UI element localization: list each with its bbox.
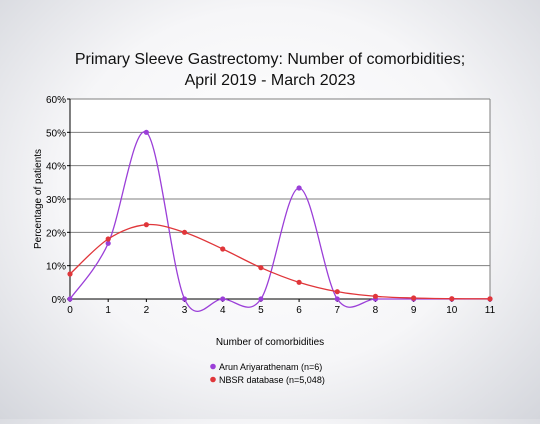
data-point-arun-ariyarathenam (143, 129, 149, 135)
x-tick-label: 8 (373, 305, 379, 316)
legend-marker (210, 376, 216, 383)
data-point-arun-ariyarathenam (105, 240, 111, 246)
legend-item-nbsr-database: NBSR database (n=5,048) (210, 375, 325, 385)
data-point-nbsr-database (334, 289, 340, 295)
y-tick-label: 60% (46, 95, 66, 106)
data-point-arun-ariyarathenam (220, 296, 226, 302)
data-point-nbsr-database (67, 271, 73, 277)
chart-title-line: Primary Sleeve Gastrectomy: Number of co… (75, 51, 465, 68)
legend-label: NBSR database (n=5,048) (219, 375, 325, 385)
x-tick-label: 2 (144, 305, 150, 316)
y-tick-label: 50% (46, 128, 66, 139)
x-axis-label: Number of comorbidities (216, 337, 324, 348)
x-tick-label: 6 (296, 305, 302, 316)
y-tick-label: 30% (46, 195, 66, 206)
chart-title-line: April 2019 - March 2023 (185, 72, 356, 89)
data-point-nbsr-database (105, 236, 111, 242)
x-tick-label: 0 (67, 305, 73, 316)
data-point-nbsr-database (449, 296, 455, 302)
x-tick-label: 4 (220, 305, 226, 316)
x-tick-label: 10 (446, 305, 458, 316)
data-point-arun-ariyarathenam (296, 185, 302, 191)
data-point-nbsr-database (181, 229, 188, 235)
y-tick-label: 20% (46, 228, 66, 239)
legend-marker (210, 363, 216, 370)
y-tick-label: 40% (46, 162, 66, 173)
x-tick-label: 5 (258, 305, 264, 316)
x-tick-label: 11 (485, 305, 496, 316)
data-point-arun-ariyarathenam (258, 296, 264, 302)
x-tick-label: 9 (411, 305, 417, 316)
data-point-nbsr-database (411, 295, 417, 301)
data-point-nbsr-database (143, 222, 149, 228)
data-point-nbsr-database (372, 293, 379, 299)
legend-label: Arun Ariyarathenam (n=6) (219, 362, 322, 372)
y-axis-label: Percentage of patients (33, 149, 44, 249)
data-point-nbsr-database (487, 296, 493, 302)
x-tick-label: 1 (105, 305, 111, 316)
data-point-nbsr-database (220, 246, 226, 252)
series-line-arun-ariyarathenam (69, 131, 490, 312)
y-tick-label: 10% (46, 262, 66, 273)
data-point-nbsr-database (296, 279, 302, 285)
legend-item-arun-ariyarathenam: Arun Ariyarathenam (n=6) (210, 362, 322, 372)
x-tick-label: 7 (334, 305, 340, 316)
y-tick-label: 0% (52, 295, 67, 306)
data-point-arun-ariyarathenam (67, 296, 73, 302)
x-tick-label: 3 (182, 305, 188, 316)
series-line-nbsr-database (69, 223, 491, 300)
data-point-arun-ariyarathenam (334, 296, 340, 302)
data-point-arun-ariyarathenam (181, 296, 188, 302)
data-point-nbsr-database (258, 265, 264, 271)
